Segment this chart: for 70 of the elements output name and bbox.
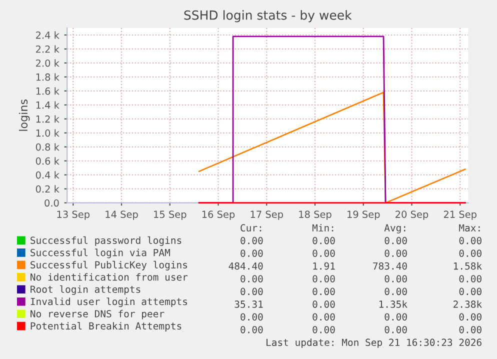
- text: 0.00: [459, 275, 482, 282]
- y-tick-label: 0.4 k: [36, 171, 60, 179]
- legend-label: No identification from user: [30, 273, 188, 281]
- text: Max:: [459, 224, 480, 232]
- text: 0.00: [384, 326, 407, 334]
- y-tick-label: 2.0 k: [36, 59, 60, 67]
- text: 1.58k: [454, 262, 482, 270]
- legend-label: Successful login via PAM: [30, 248, 170, 258]
- text: 0.00: [459, 326, 482, 334]
- legend-label: No reverse DNS for peer: [30, 310, 164, 320]
- text: 0.00: [312, 313, 335, 321]
- text: 0.00: [312, 236, 335, 244]
- y-tick-label: 0.0: [44, 199, 59, 207]
- text: Avg:: [384, 224, 406, 234]
- text: 0.00: [312, 275, 335, 282]
- y-tick-label: 0.8 k: [36, 143, 60, 151]
- legend-label: Root login attempts: [30, 285, 140, 295]
- text: 0.00: [312, 300, 335, 308]
- y-tick-label: 1.0 k: [36, 129, 60, 137]
- x-tick-label: 17 Sep: [250, 210, 283, 220]
- text: 0.00: [312, 288, 335, 296]
- text: 0.00: [240, 326, 263, 334]
- text: 0.00: [240, 288, 263, 296]
- legend-label: Invalid user login attempts: [30, 298, 187, 308]
- y-tick-label: 0.2 k: [36, 185, 60, 193]
- text: 0.00: [240, 236, 263, 244]
- x-tick-label: 16 Sep: [202, 210, 235, 220]
- text: 0.00: [312, 250, 335, 257]
- text: 1.35k: [379, 300, 408, 308]
- y-tick-label: 1.6 k: [36, 87, 60, 95]
- x-tick-label: 18 Sep: [299, 210, 332, 220]
- x-tick-label: 13 Sep: [57, 210, 90, 220]
- x-tick-label: 21 Sep: [444, 210, 476, 220]
- chart-title: SSHD login stats - by week: [184, 10, 352, 22]
- text: 35.31: [234, 300, 263, 308]
- text: 0.00: [384, 288, 407, 296]
- y-tick-label: 2.4 k: [36, 31, 60, 39]
- text: 0.00: [459, 288, 482, 296]
- text: 0.00: [459, 236, 482, 244]
- text: 0.00: [384, 250, 407, 257]
- y-tick-label: 1.4 k: [36, 101, 60, 109]
- text: 0.00: [240, 275, 263, 282]
- line-series: [198, 92, 466, 204]
- legend-label: Successful password logins: [30, 236, 182, 246]
- x-tick-label: 20 Sep: [396, 210, 428, 220]
- text: 1.91: [313, 262, 335, 270]
- text: 2.38k: [454, 300, 482, 308]
- text: 0.00: [240, 313, 263, 321]
- x-tick-label: 19 Sep: [348, 210, 380, 220]
- y-tick-label: 1.8 k: [36, 73, 60, 81]
- text: Min:: [312, 224, 334, 232]
- x-tick-label: 14 Sep: [106, 210, 138, 220]
- legend-label: Successful PublicKey logins: [30, 260, 187, 270]
- text: 783.40: [373, 262, 407, 270]
- text: 484.40: [228, 262, 263, 270]
- text: 0.00: [384, 275, 407, 282]
- y-tick-label: 2.2 k: [36, 45, 60, 53]
- text: 0.00: [459, 250, 482, 257]
- text: 0.00: [312, 326, 335, 334]
- x-tick-label: 15 Sep: [154, 210, 186, 220]
- legend-label: Potential Breakin Attempts: [30, 322, 182, 332]
- text: 0.00: [384, 313, 407, 321]
- y-tick-label: 1.2 k: [36, 115, 60, 123]
- text: 0.00: [384, 236, 407, 244]
- y-axis-title: logins: [18, 100, 30, 131]
- text: Last update: Mon Sep 21 16:30:23 2026: [266, 338, 482, 348]
- text: Cur:: [240, 224, 262, 232]
- text: 0.00: [459, 313, 482, 321]
- y-tick-label: 0.6 k: [36, 157, 60, 165]
- text: 0.00: [240, 250, 263, 257]
